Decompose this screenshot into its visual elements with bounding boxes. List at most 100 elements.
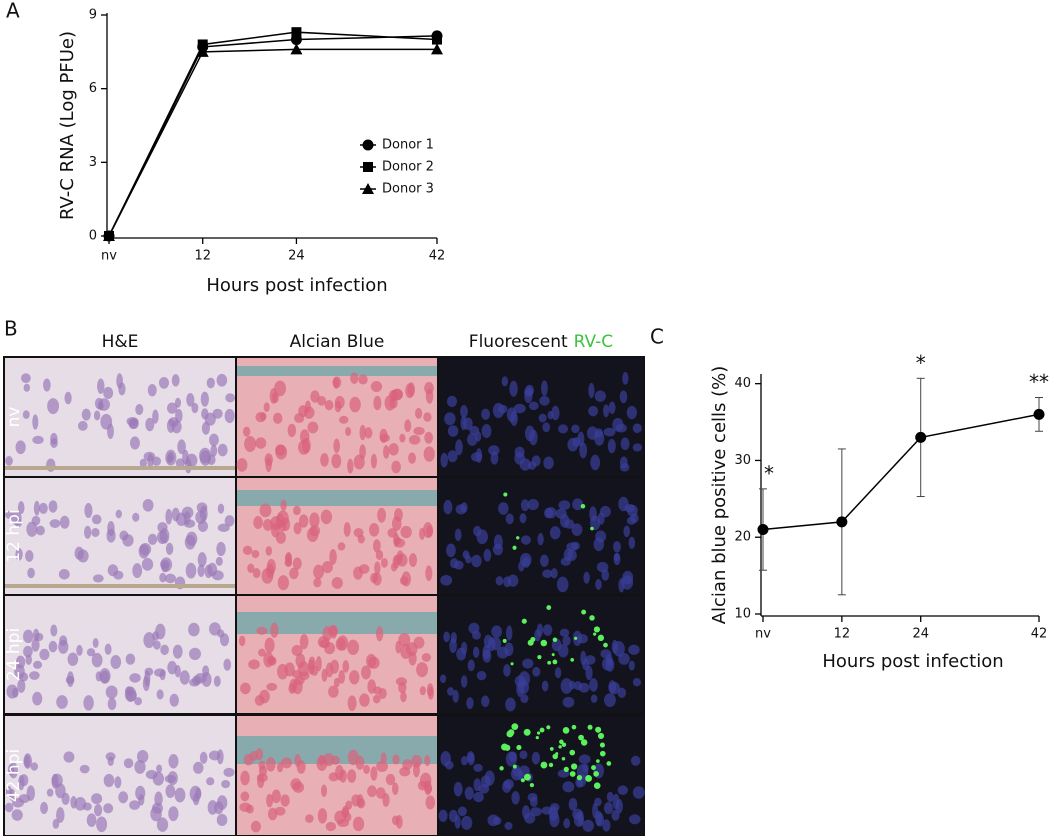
nucleus — [86, 813, 97, 828]
nucleus — [476, 670, 487, 681]
nucleus — [95, 671, 102, 682]
membrane — [5, 466, 235, 470]
nucleus — [258, 765, 268, 777]
nucleus — [447, 450, 458, 463]
nucleus — [538, 413, 547, 423]
fluorescent-spot — [591, 765, 596, 771]
nucleus — [32, 691, 43, 706]
nucleus — [369, 522, 380, 537]
series-line — [108, 48, 437, 237]
nucleus — [542, 569, 553, 578]
y-tick-label: 6 — [89, 81, 97, 96]
nucleus — [440, 452, 448, 468]
nucleus — [280, 794, 290, 807]
nucleus — [471, 554, 482, 568]
nucleus — [189, 785, 202, 802]
nucleus — [331, 453, 342, 469]
nucleus — [543, 507, 554, 519]
nucleus — [594, 797, 602, 807]
nucleus — [481, 695, 490, 708]
nucleus — [511, 791, 520, 805]
nucleus — [358, 374, 368, 385]
fluorescent-spot — [559, 739, 564, 745]
nucleus — [262, 518, 273, 531]
nucleus — [391, 815, 400, 826]
nucleus — [258, 648, 266, 657]
nucleus — [43, 378, 51, 392]
nucleus — [296, 759, 306, 774]
nucleus — [492, 543, 504, 556]
nucleus — [211, 570, 224, 581]
nucleus — [603, 427, 616, 437]
nucleus — [599, 505, 611, 518]
nucleus — [97, 402, 104, 411]
nucleus — [168, 753, 179, 769]
nucleus — [394, 508, 403, 522]
fluorescent-spot — [580, 503, 586, 509]
nucleus — [22, 410, 30, 419]
x-tick-label: 12 — [834, 627, 851, 642]
nucleus — [174, 787, 186, 803]
nucleus — [244, 436, 257, 452]
fluorescent-spot — [512, 764, 517, 769]
nucleus — [257, 774, 265, 789]
nucleus — [165, 508, 173, 525]
nucleus — [524, 425, 535, 442]
nucleus — [603, 404, 610, 418]
nucleus — [446, 395, 458, 408]
nucleus — [271, 789, 281, 804]
nucleus — [531, 751, 541, 765]
nucleus — [216, 813, 228, 826]
nucleus — [505, 513, 514, 525]
nucleus — [6, 684, 18, 699]
nucleus — [186, 392, 195, 407]
nucleus — [136, 749, 149, 763]
nucleus — [626, 516, 637, 525]
nucleus — [29, 671, 40, 680]
nucleus — [387, 528, 398, 538]
nucleus — [250, 820, 261, 833]
nucleus — [278, 519, 287, 532]
nucleus — [165, 784, 176, 798]
nucleus — [590, 694, 598, 703]
nucleus — [33, 500, 40, 516]
micrograph — [439, 716, 643, 835]
nucleus — [603, 801, 614, 815]
fluorescent-spot — [558, 745, 562, 749]
nucleus — [388, 442, 399, 456]
nucleus — [532, 666, 541, 677]
nucleus — [576, 633, 588, 644]
nucleus — [209, 433, 219, 447]
nucleus — [306, 527, 319, 543]
nucleus — [359, 444, 366, 460]
nucleus — [179, 670, 190, 685]
nucleus — [401, 571, 412, 587]
nucleus — [345, 426, 352, 437]
nucleus — [4, 802, 14, 813]
nucleus — [55, 783, 66, 799]
fluorescent-spot — [523, 728, 531, 736]
fluorescent-spot — [539, 727, 545, 733]
nucleus — [571, 523, 583, 536]
fluorescent-spot — [590, 526, 594, 531]
nucleus — [164, 573, 176, 584]
nucleus — [457, 806, 467, 817]
nucleus — [550, 568, 558, 579]
nucleus — [632, 786, 645, 799]
nucleus — [478, 784, 490, 794]
nucleus — [425, 565, 433, 582]
nucleus — [106, 528, 116, 543]
nucleus — [562, 635, 571, 646]
nucleus — [103, 803, 114, 814]
y-tick-label: 9 — [89, 8, 97, 23]
nucleus — [207, 800, 218, 815]
nucleus — [569, 680, 576, 690]
nucleus — [134, 760, 146, 774]
nucleus — [612, 793, 620, 810]
nucleus — [408, 434, 421, 445]
fluorescent-spot — [569, 749, 576, 756]
nucleus — [156, 689, 164, 700]
fluorescent-spot — [585, 775, 593, 782]
nucleus — [347, 695, 357, 711]
